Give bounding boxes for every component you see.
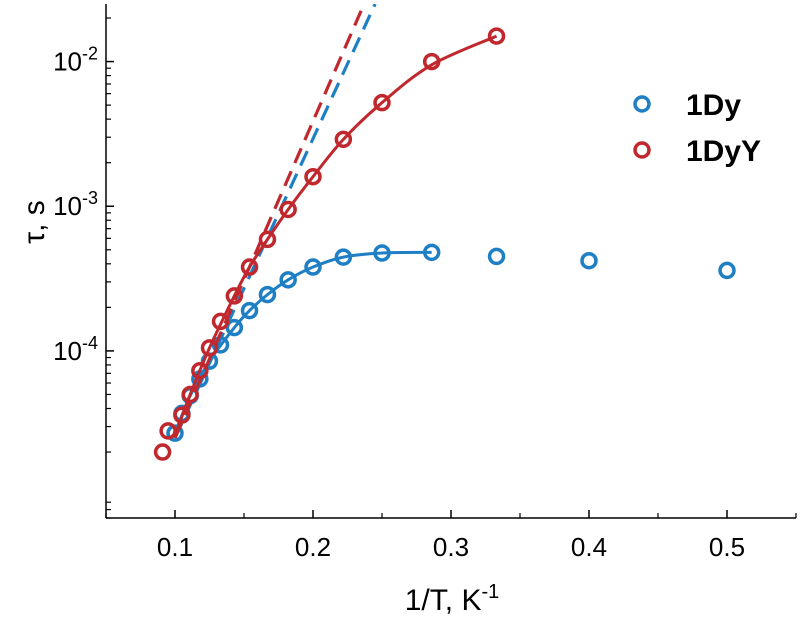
data-point-1dyy bbox=[225, 287, 244, 305]
data-point-1dyy bbox=[240, 258, 259, 276]
data-point-1dy bbox=[487, 247, 506, 266]
x-axis-title: 1/T, K-1 bbox=[405, 581, 500, 617]
data-point-1dy bbox=[240, 301, 259, 320]
data-point-1dyy bbox=[487, 27, 506, 45]
data-point-1dy bbox=[580, 251, 598, 270]
data-point-1dy bbox=[279, 271, 297, 289]
data-point-1dyy bbox=[200, 339, 219, 357]
x-tick-label: 0.5 bbox=[709, 532, 745, 562]
data-point-1dy bbox=[373, 244, 391, 262]
legend-label-1dy: 1Dy bbox=[686, 89, 741, 122]
x-tick-label: 0.1 bbox=[157, 532, 193, 562]
fit-curve-1dyy bbox=[173, 34, 498, 437]
x-tick-label: 0.2 bbox=[295, 532, 331, 562]
x-tick-label: 0.4 bbox=[571, 532, 607, 562]
data-point-1dyy bbox=[181, 385, 199, 404]
data-point-1dy bbox=[211, 336, 230, 354]
data-point-1dyy bbox=[153, 443, 172, 461]
plot-area bbox=[153, 4, 736, 461]
data-point-1dy bbox=[334, 248, 353, 266]
data-point-1dy bbox=[304, 258, 322, 276]
data-point-1dy bbox=[258, 285, 277, 304]
data-point-1dyy bbox=[279, 200, 297, 219]
data-point-1dyy bbox=[211, 312, 230, 331]
y-tick-label: 10-4 bbox=[53, 333, 98, 366]
axes: 0.1 0.2 0.3 0.4 0.5 10-4 10-3 10-2 bbox=[53, 4, 797, 562]
series-1dyy bbox=[153, 4, 506, 461]
data-point-1dyy bbox=[173, 406, 191, 424]
data-point-1dyy bbox=[373, 93, 391, 112]
legend-label-1dyy: 1DyY bbox=[686, 135, 761, 168]
data-point-1dyy bbox=[334, 130, 353, 149]
x-tick-label: 0.3 bbox=[433, 532, 469, 562]
legend-marker-1dy bbox=[633, 95, 651, 113]
data-point-1dyy bbox=[159, 422, 177, 440]
data-point-1dyy bbox=[422, 52, 441, 71]
data-point-1dy bbox=[225, 318, 244, 337]
y-tick-label: 10-2 bbox=[53, 44, 98, 77]
y-tick-label: 10-3 bbox=[53, 188, 98, 221]
data-point-1dy bbox=[718, 261, 736, 280]
data-point-1dyy bbox=[191, 361, 209, 380]
y-axis-title: τ, s bbox=[18, 200, 51, 244]
legend-marker-1dyy bbox=[633, 141, 651, 159]
data-point-1dyy bbox=[258, 230, 277, 249]
legend: 1Dy 1DyY bbox=[633, 89, 761, 168]
data-point-1dyy bbox=[304, 167, 322, 186]
data-point-1dy bbox=[422, 243, 441, 262]
series-1dy bbox=[166, 4, 736, 442]
